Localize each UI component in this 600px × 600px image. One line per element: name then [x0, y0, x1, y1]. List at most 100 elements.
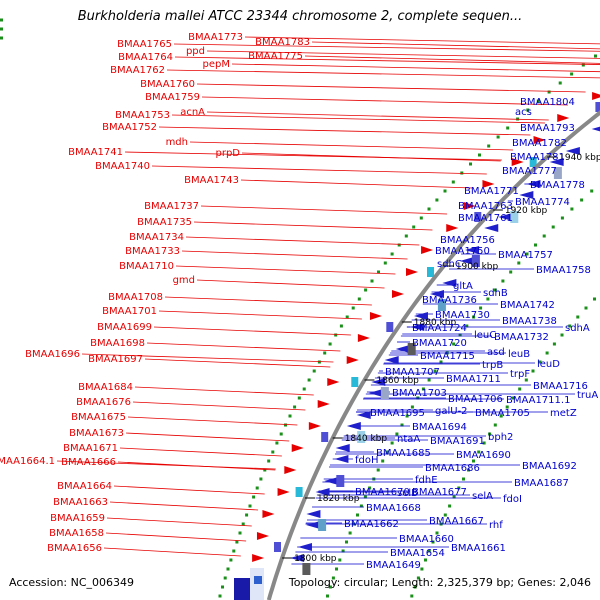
- gene-arrow-minus[interactable]: [591, 125, 600, 133]
- gene-arrow-minus[interactable]: [410, 323, 425, 331]
- gene-label-right[interactable]: BMAA1736: [422, 295, 477, 306]
- gene-label-right[interactable]: BMAA1720: [412, 338, 467, 349]
- gene-label-right[interactable]: BMAA1668: [366, 503, 421, 514]
- gene-label-left[interactable]: BMAA1658: [49, 528, 104, 539]
- gene-arrow-plus[interactable]: [511, 158, 524, 166]
- gene-label-left[interactable]: BMAA1698: [90, 338, 145, 349]
- gene-arrow-plus[interactable]: [533, 136, 546, 144]
- gene-label-right[interactable]: sdhA: [565, 323, 590, 334]
- gene-label-right[interactable]: BMAA1742: [500, 300, 555, 311]
- feature-block[interactable]: [380, 387, 389, 399]
- gene-arrow-plus[interactable]: [421, 246, 434, 254]
- gene-label-right[interactable]: BMAA1774: [515, 197, 570, 208]
- gene-arrow-minus[interactable]: [371, 378, 386, 386]
- gene-label-left[interactable]: BMAA1684: [78, 382, 133, 393]
- gene-arrow-minus[interactable]: [498, 213, 513, 221]
- gene-label-right[interactable]: BMAA1724: [412, 323, 467, 334]
- gene-label-left[interactable]: BMAA1673: [69, 428, 124, 439]
- gene-arrow-minus[interactable]: [526, 180, 541, 188]
- gene-label-left[interactable]: BMAA1737: [144, 201, 199, 212]
- gene-label-right[interactable]: BMAA1703: [392, 388, 447, 399]
- gene-arrow-plus[interactable]: [317, 400, 330, 408]
- gene-label-left[interactable]: BMAA1765: [117, 39, 172, 50]
- gene-arrow-plus[interactable]: [357, 334, 370, 342]
- gene-arrow-minus[interactable]: [459, 257, 474, 265]
- gene-label-left[interactable]: BMAA1733: [125, 246, 180, 257]
- gene-label-left[interactable]: BMAA1760: [140, 79, 195, 90]
- gene-label-right[interactable]: leuD: [537, 359, 560, 370]
- gene-label-left[interactable]: BMAA1759: [145, 92, 200, 103]
- gene-label-left[interactable]: gmd: [173, 275, 195, 286]
- gene-arrow-minus[interactable]: [334, 455, 349, 463]
- gene-arrow-plus[interactable]: [262, 510, 275, 518]
- gene-arrow-plus[interactable]: [463, 202, 476, 210]
- gene-label-right[interactable]: BMAA1730: [435, 310, 490, 321]
- gene-arrow-plus[interactable]: [557, 114, 570, 122]
- feature-block[interactable]: [321, 432, 329, 442]
- gene-label-right[interactable]: BMAA1654: [390, 548, 445, 559]
- gene-label-right[interactable]: selA: [472, 491, 493, 502]
- gene-label-left[interactable]: BMAA1708: [108, 292, 163, 303]
- gene-arrow-plus[interactable]: [346, 356, 359, 364]
- gene-arrow-plus[interactable]: [252, 554, 265, 562]
- gene-label-left[interactable]: BMAA1764: [118, 52, 173, 63]
- gene-label-right[interactable]: sdhC: [437, 259, 462, 270]
- gene-label-right[interactable]: galU-2: [435, 406, 468, 417]
- gene-arrow-plus[interactable]: [308, 422, 321, 430]
- gene-label-left[interactable]: BMAA1740: [95, 161, 150, 172]
- gene-label-left[interactable]: BMAA1735: [137, 217, 192, 228]
- gene-label-left[interactable]: BMAA1775: [248, 51, 303, 62]
- gene-label-right[interactable]: metZ: [550, 408, 577, 419]
- gene-label-right[interactable]: BMAA1793: [520, 123, 575, 134]
- gene-arrow-minus[interactable]: [368, 389, 383, 397]
- gene-arrow-minus[interactable]: [324, 477, 339, 485]
- feature-block[interactable]: [351, 377, 359, 387]
- gene-arrow-minus[interactable]: [519, 191, 534, 199]
- gene-label-right[interactable]: BMAA1782: [512, 138, 567, 149]
- gene-label-right[interactable]: BMAA1649: [366, 560, 421, 571]
- feature-block[interactable]: [407, 343, 416, 355]
- gene-label-right[interactable]: BMAA1661: [451, 543, 506, 554]
- gene-label-right[interactable]: BMAA1777: [502, 166, 557, 177]
- gene-arrow-minus[interactable]: [315, 488, 330, 496]
- gene-label-right[interactable]: BMAA1778: [530, 180, 585, 191]
- gene-arrow-minus[interactable]: [346, 422, 361, 430]
- gene-arrow-minus[interactable]: [413, 312, 428, 320]
- gene-label-left[interactable]: prpD: [215, 148, 240, 159]
- gene-arrow-minus[interactable]: [465, 246, 480, 254]
- gene-label-right[interactable]: fdoI: [503, 494, 522, 505]
- gene-label-left[interactable]: BMAA1752: [102, 122, 157, 133]
- gene-label-left[interactable]: BMAA1676: [76, 397, 131, 408]
- gene-arrow-plus[interactable]: [291, 444, 304, 452]
- gene-label-left[interactable]: BMAA1697: [88, 354, 143, 365]
- gene-label-left[interactable]: BMAA1666: [61, 457, 116, 468]
- gene-label-right[interactable]: BMAA1667: [429, 516, 484, 527]
- gene-label-left[interactable]: BMAA1664: [57, 481, 112, 492]
- feature-block[interactable]: [510, 211, 519, 223]
- gene-arrow-plus[interactable]: [277, 488, 290, 496]
- gene-arrow-plus[interactable]: [482, 180, 495, 188]
- gene-label-left[interactable]: BMAA1710: [119, 261, 174, 272]
- gene-label-right[interactable]: BMAA1662: [344, 519, 399, 530]
- feature-block[interactable]: [529, 157, 537, 167]
- gene-label-right[interactable]: sdhB: [483, 288, 508, 299]
- gene-label-left[interactable]: BMAA1734: [129, 232, 184, 243]
- gene-label-left[interactable]: BMAA1659: [50, 513, 105, 524]
- gene-label-right[interactable]: ntaA: [397, 434, 420, 445]
- gene-arrow-minus[interactable]: [297, 543, 312, 551]
- feature-block[interactable]: [295, 487, 303, 497]
- gene-label-right[interactable]: gltA: [453, 281, 473, 292]
- gene-label-right[interactable]: BMAA1690: [456, 450, 511, 461]
- gene-label-right[interactable]: leuB: [508, 349, 530, 360]
- gene-label-left[interactable]: BMAA1783: [255, 37, 310, 48]
- gene-label-right[interactable]: selB: [397, 488, 418, 499]
- gene-label-right[interactable]: BMAA1750: [435, 246, 490, 257]
- gene-arrow-plus[interactable]: [446, 224, 459, 232]
- gene-label-left[interactable]: BMAA1663: [53, 497, 108, 508]
- gene-arrow-plus[interactable]: [592, 92, 600, 100]
- gene-label-right[interactable]: BMAA1781: [510, 152, 565, 163]
- feature-block[interactable]: [274, 542, 281, 552]
- gene-label-right[interactable]: BMAA1711: [446, 374, 501, 385]
- gene-label-right[interactable]: fdoH: [355, 455, 379, 466]
- feature-block[interactable]: [386, 322, 394, 332]
